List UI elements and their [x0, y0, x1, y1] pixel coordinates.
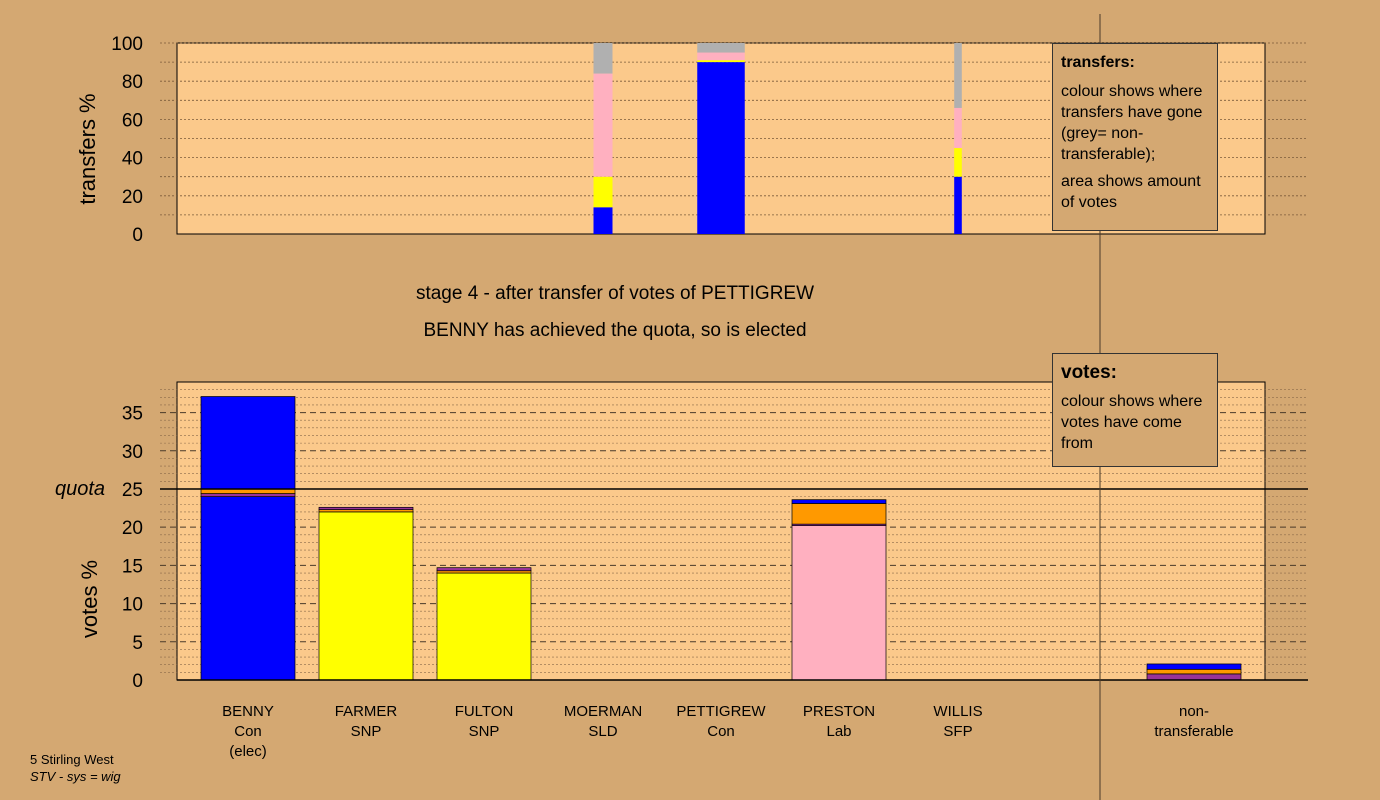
transfer-segment [954, 176, 962, 234]
vote-segment [1146, 673, 1242, 681]
vote-segment [436, 567, 532, 572]
candidate-name: MOERMAN [563, 703, 643, 720]
candidate-party: SNP [468, 723, 500, 740]
top-tick-label: 40 [122, 149, 143, 170]
candidate-party: SFP [943, 723, 973, 740]
transfer-segment [593, 207, 613, 234]
vote-segment [1146, 663, 1242, 670]
top-ticks: 0 20 40 60 80 100 [111, 34, 143, 246]
vote-segment [791, 499, 887, 504]
candidate-label-farmer: FARMER SNP [306, 702, 426, 742]
vote-segment [200, 396, 296, 490]
top-tick-label: 60 [122, 110, 143, 131]
vote-segment [791, 503, 887, 525]
vote-segment [318, 506, 414, 510]
stage-title: stage 4 - after transfer of votes of PET… [415, 283, 815, 304]
candidate-name: FULTON [454, 703, 514, 720]
top-tick-label: 0 [132, 225, 143, 246]
bottom-tick-label: 30 [122, 442, 143, 463]
bottom-tick-label: 0 [132, 671, 143, 692]
candidate-note: (elec) [229, 743, 267, 760]
bottom-tick-label: 35 [122, 404, 143, 425]
candidate-name: FARMER [334, 703, 398, 720]
top-y-axis-title: transfers % [75, 93, 100, 205]
candidate-party: Lab [826, 723, 852, 740]
votes-legend-title: votes: [1061, 362, 1117, 383]
bottom-tick-label: 10 [122, 595, 143, 616]
transfer-segment [697, 43, 745, 53]
bottom-ticks: 0 5 10 15 20 25 30 35 [122, 404, 143, 692]
transfers-legend-colour-note: colour shows where transfers have gone (… [1061, 83, 1203, 163]
candidate-name: PETTIGREW [676, 703, 766, 720]
candidate-name: PRESTON [802, 703, 876, 720]
candidate-name: non- [1178, 703, 1210, 720]
candidate-label-pettigrew: PETTIGREW Con [661, 702, 781, 742]
candidate-label-fulton: FULTON SNP [424, 702, 544, 742]
votes-legend: votes: colour shows where votes have com… [1052, 353, 1218, 467]
transfers-legend-title: transfers: [1061, 54, 1135, 71]
candidate-name: WILLIS [933, 703, 983, 720]
footer-constituency: 5 Stirling West [30, 752, 114, 767]
transfer-segment [697, 62, 745, 234]
transfer-segment [697, 52, 745, 61]
candidate-party: Con [234, 723, 262, 740]
candidate-label-non-transferable: non- transferable [1134, 702, 1254, 742]
bottom-bars [200, 396, 1242, 681]
bottom-tick-label: 15 [122, 556, 143, 577]
quota-label: quota [55, 478, 106, 500]
transfer-segment [954, 43, 962, 108]
candidate-party: transferable [1154, 723, 1234, 740]
candidate-label-moerman: MOERMAN SLD [543, 702, 663, 742]
candidate-name: BENNY [222, 703, 274, 720]
bottom-tick-label: 5 [132, 633, 143, 654]
bottom-tick-label: 20 [122, 518, 143, 539]
top-tick-label: 80 [122, 72, 143, 93]
vote-segment [436, 572, 532, 681]
transfer-segment [954, 148, 962, 177]
candidate-label-preston: PRESTON Lab [779, 702, 899, 742]
top-bars [593, 43, 962, 234]
vote-segment [318, 511, 414, 681]
transfer-segment [593, 43, 613, 74]
transfers-legend-area-note: area shows amount of votes [1061, 173, 1201, 211]
candidate-party: Con [707, 723, 735, 740]
transfer-segment [593, 73, 613, 177]
transfer-segment [593, 176, 613, 208]
candidate-party: SNP [350, 723, 382, 740]
vote-segment [200, 493, 296, 497]
transfer-segment [697, 60, 745, 63]
candidate-label-benny: BENNY Con (elec) [188, 702, 308, 762]
votes-legend-note: colour shows where votes have come from [1061, 393, 1203, 452]
transfer-segment [954, 107, 962, 149]
top-tick-label: 100 [111, 34, 143, 55]
vote-segment [200, 496, 296, 681]
candidate-label-willis: WILLIS SFP [898, 702, 1018, 742]
vote-segment [791, 525, 887, 681]
bottom-tick-label: 25 [122, 480, 143, 501]
footer-system: STV - sys = wig [30, 769, 121, 784]
stage-status: BENNY has achieved the quota, so is elec… [423, 320, 807, 341]
top-tick-label: 20 [122, 187, 143, 208]
candidate-party: SLD [588, 723, 618, 740]
transfers-legend: transfers: colour shows where transfers … [1052, 43, 1218, 231]
vote-segment [1146, 668, 1242, 675]
bottom-y-axis-title: votes % [77, 559, 102, 639]
